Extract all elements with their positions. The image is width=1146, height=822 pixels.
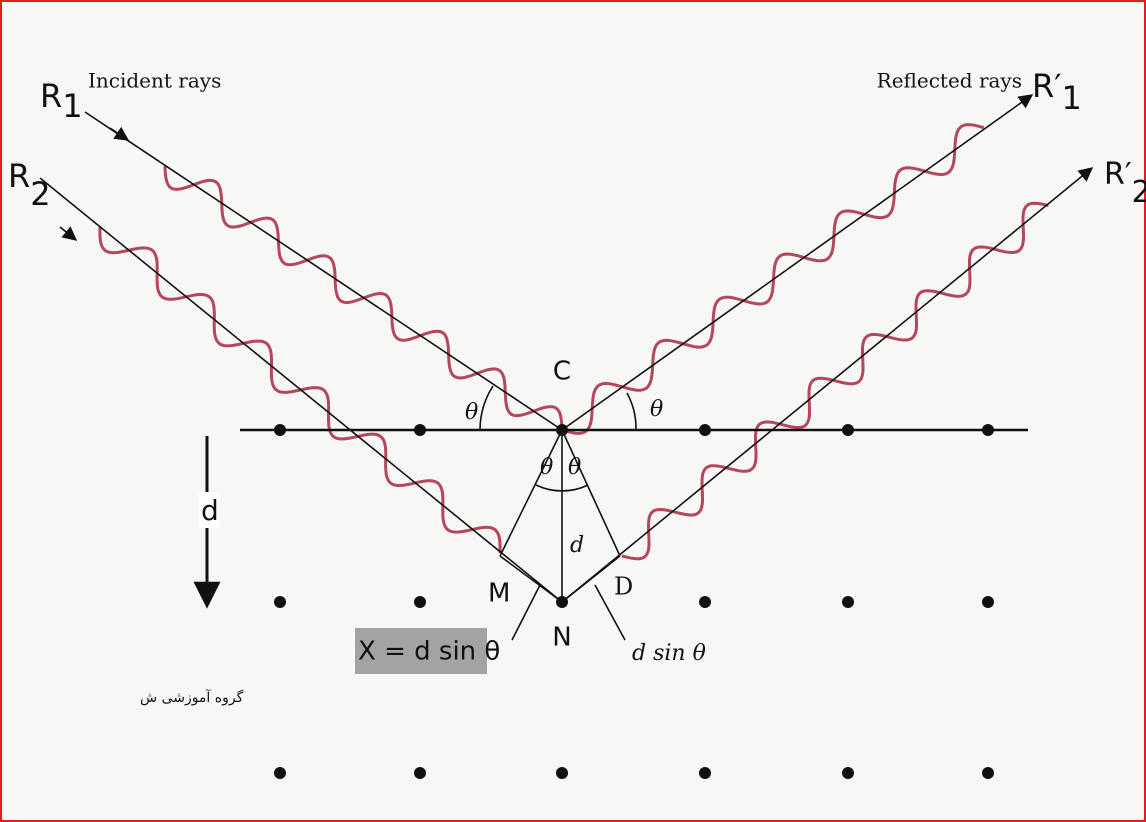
point-label: C xyxy=(553,357,571,387)
atom xyxy=(274,424,286,436)
wave xyxy=(621,201,1049,561)
atom xyxy=(414,767,426,779)
label-box xyxy=(198,492,220,528)
spacing-label: d xyxy=(570,533,584,558)
atom xyxy=(699,767,711,779)
reflected-ray-1 xyxy=(561,94,1034,431)
reflected-ray-2 xyxy=(561,167,1094,603)
atom xyxy=(556,767,568,779)
line-cd xyxy=(561,429,621,557)
ray-label: R1 xyxy=(40,77,83,125)
wave xyxy=(163,165,564,426)
atom xyxy=(556,424,568,436)
point-label: D xyxy=(614,573,633,601)
point-label: N xyxy=(552,623,571,653)
atom xyxy=(842,596,854,608)
angle-arc xyxy=(626,392,637,431)
atoms xyxy=(274,424,994,779)
atom xyxy=(414,424,426,436)
path-difference: d sin θ xyxy=(632,641,706,666)
arrow-1 xyxy=(109,126,130,141)
atom xyxy=(982,767,994,779)
pointer-right xyxy=(594,584,626,641)
ray-label: R′1 xyxy=(1032,67,1082,117)
atom xyxy=(556,596,568,608)
angle-arc xyxy=(479,385,494,431)
formula: X = d sin θ xyxy=(358,637,500,667)
angle-label: θ xyxy=(650,397,663,422)
atom xyxy=(982,424,994,436)
angle-label: θ xyxy=(465,400,478,425)
angle-label: θ xyxy=(568,455,581,480)
angle-arc xyxy=(535,484,589,492)
incident-title: Incident rays xyxy=(88,69,221,93)
ray-label: R2 xyxy=(8,157,51,213)
atom xyxy=(842,767,854,779)
incident-ray-1 xyxy=(84,111,563,431)
rays xyxy=(39,94,1094,641)
left-spacing-label: d xyxy=(201,494,219,527)
ray-label: R′2 xyxy=(1104,157,1146,210)
line-cm xyxy=(499,429,563,557)
reflected-title: Reflected rays xyxy=(877,69,1022,93)
atom xyxy=(274,596,286,608)
incident-ray-2 xyxy=(39,177,563,603)
line-dn xyxy=(561,555,621,603)
atom xyxy=(982,596,994,608)
point-label: M xyxy=(488,579,510,609)
atom xyxy=(699,596,711,608)
arrow-2 xyxy=(59,226,78,241)
atom xyxy=(842,424,854,436)
atom xyxy=(699,424,711,436)
formula-box xyxy=(355,628,487,674)
angle-label: θ xyxy=(540,455,553,480)
atom xyxy=(274,767,286,779)
atom xyxy=(414,596,426,608)
watermark: گروه آموزشی ش xyxy=(140,689,244,706)
pointer-left xyxy=(511,584,541,641)
line-mn xyxy=(499,555,563,603)
